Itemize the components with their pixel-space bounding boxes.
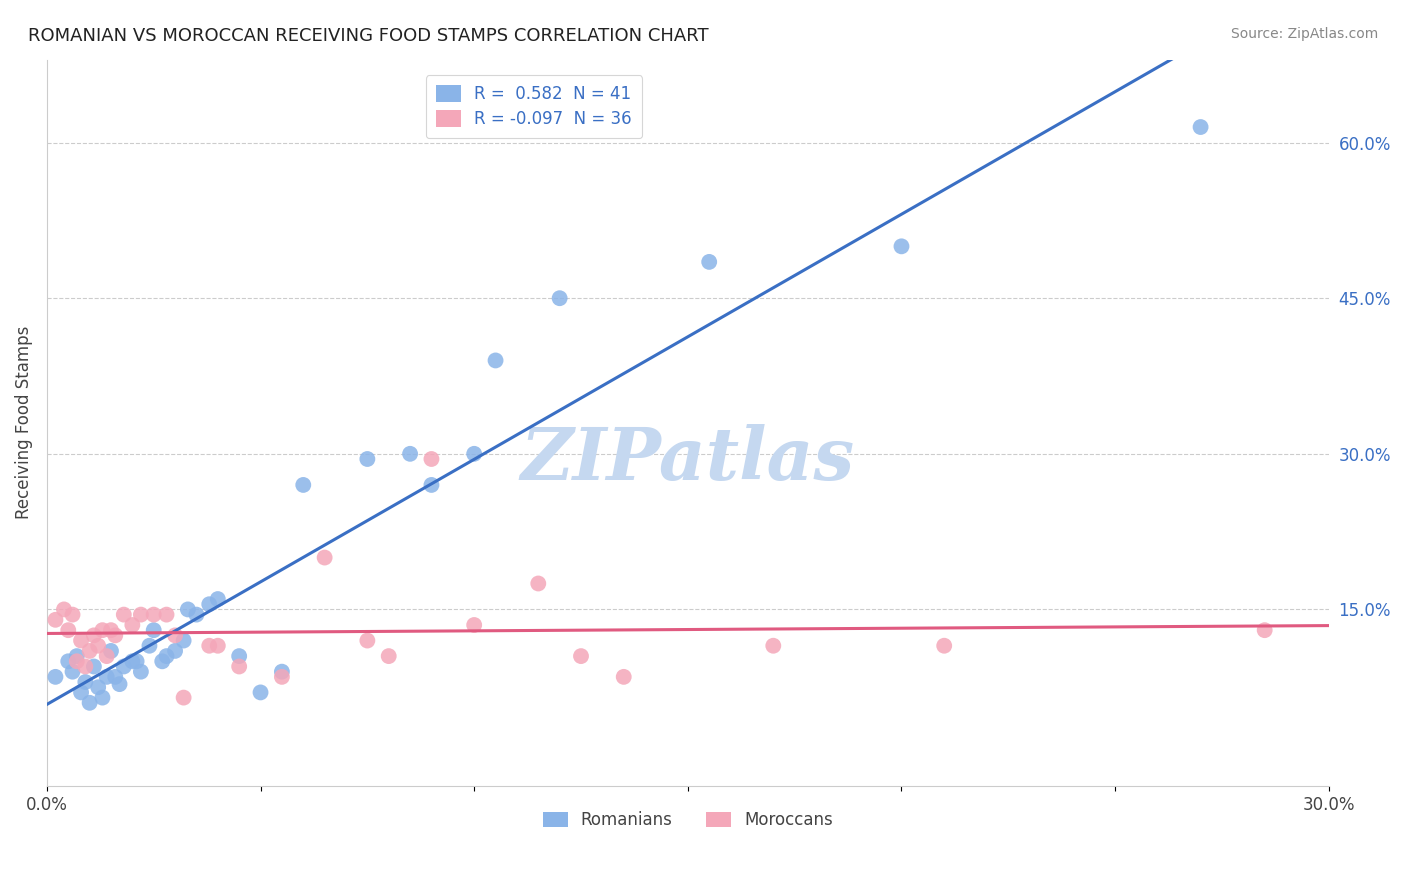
- Point: [70, 685, 93, 699]
- Point: [142, 623, 165, 637]
- Point: [569, 649, 592, 664]
- Text: ZIPatlas: ZIPatlas: [520, 424, 855, 494]
- Point: [1189, 120, 1212, 134]
- Point: [96, 670, 118, 684]
- Point: [173, 690, 195, 705]
- Point: [228, 659, 250, 673]
- Point: [173, 633, 195, 648]
- Point: [58, 654, 80, 668]
- Point: [228, 649, 250, 664]
- Point: [108, 677, 131, 691]
- Point: [79, 644, 101, 658]
- Point: [356, 633, 378, 648]
- Point: [66, 654, 89, 668]
- Point: [155, 649, 177, 664]
- Point: [1253, 623, 1275, 637]
- Point: [762, 639, 785, 653]
- Point: [890, 239, 912, 253]
- Point: [463, 447, 485, 461]
- Point: [207, 592, 229, 607]
- Point: [420, 478, 443, 492]
- Point: [75, 659, 97, 673]
- Point: [121, 654, 143, 668]
- Point: [186, 607, 208, 622]
- Point: [79, 696, 101, 710]
- Point: [100, 644, 122, 658]
- Point: [83, 659, 105, 673]
- Point: [177, 602, 200, 616]
- Point: [70, 633, 93, 648]
- Point: [87, 680, 110, 694]
- Point: [150, 654, 173, 668]
- Point: [112, 659, 135, 673]
- Point: [87, 639, 110, 653]
- Point: [934, 639, 956, 653]
- Point: [83, 628, 105, 642]
- Point: [527, 576, 550, 591]
- Point: [356, 452, 378, 467]
- Point: [91, 690, 114, 705]
- Text: Source: ZipAtlas.com: Source: ZipAtlas.com: [1230, 27, 1378, 41]
- Point: [484, 353, 506, 368]
- Point: [292, 478, 315, 492]
- Point: [44, 613, 66, 627]
- Point: [399, 447, 422, 461]
- Point: [207, 639, 229, 653]
- Point: [697, 255, 720, 269]
- Point: [420, 452, 443, 467]
- Point: [121, 618, 143, 632]
- Point: [249, 685, 271, 699]
- Point: [104, 670, 127, 684]
- Point: [104, 628, 127, 642]
- Point: [58, 623, 80, 637]
- Point: [100, 623, 122, 637]
- Point: [44, 670, 66, 684]
- Point: [198, 597, 221, 611]
- Point: [463, 618, 485, 632]
- Point: [62, 665, 84, 679]
- Point: [62, 607, 84, 622]
- Point: [270, 665, 292, 679]
- Point: [165, 628, 187, 642]
- Point: [125, 654, 148, 668]
- Point: [314, 550, 336, 565]
- Point: [613, 670, 636, 684]
- Point: [377, 649, 399, 664]
- Point: [198, 639, 221, 653]
- Point: [66, 649, 89, 664]
- Point: [75, 675, 97, 690]
- Point: [91, 623, 114, 637]
- Point: [548, 291, 571, 305]
- Point: [53, 602, 76, 616]
- Point: [129, 607, 152, 622]
- Text: ROMANIAN VS MOROCCAN RECEIVING FOOD STAMPS CORRELATION CHART: ROMANIAN VS MOROCCAN RECEIVING FOOD STAM…: [28, 27, 709, 45]
- Point: [155, 607, 177, 622]
- Legend: Romanians, Moroccans: Romanians, Moroccans: [536, 805, 839, 836]
- Point: [138, 639, 160, 653]
- Point: [96, 649, 118, 664]
- Point: [112, 607, 135, 622]
- Y-axis label: Receiving Food Stamps: Receiving Food Stamps: [15, 326, 32, 519]
- Point: [129, 665, 152, 679]
- Point: [270, 670, 292, 684]
- Point: [142, 607, 165, 622]
- Point: [165, 644, 187, 658]
